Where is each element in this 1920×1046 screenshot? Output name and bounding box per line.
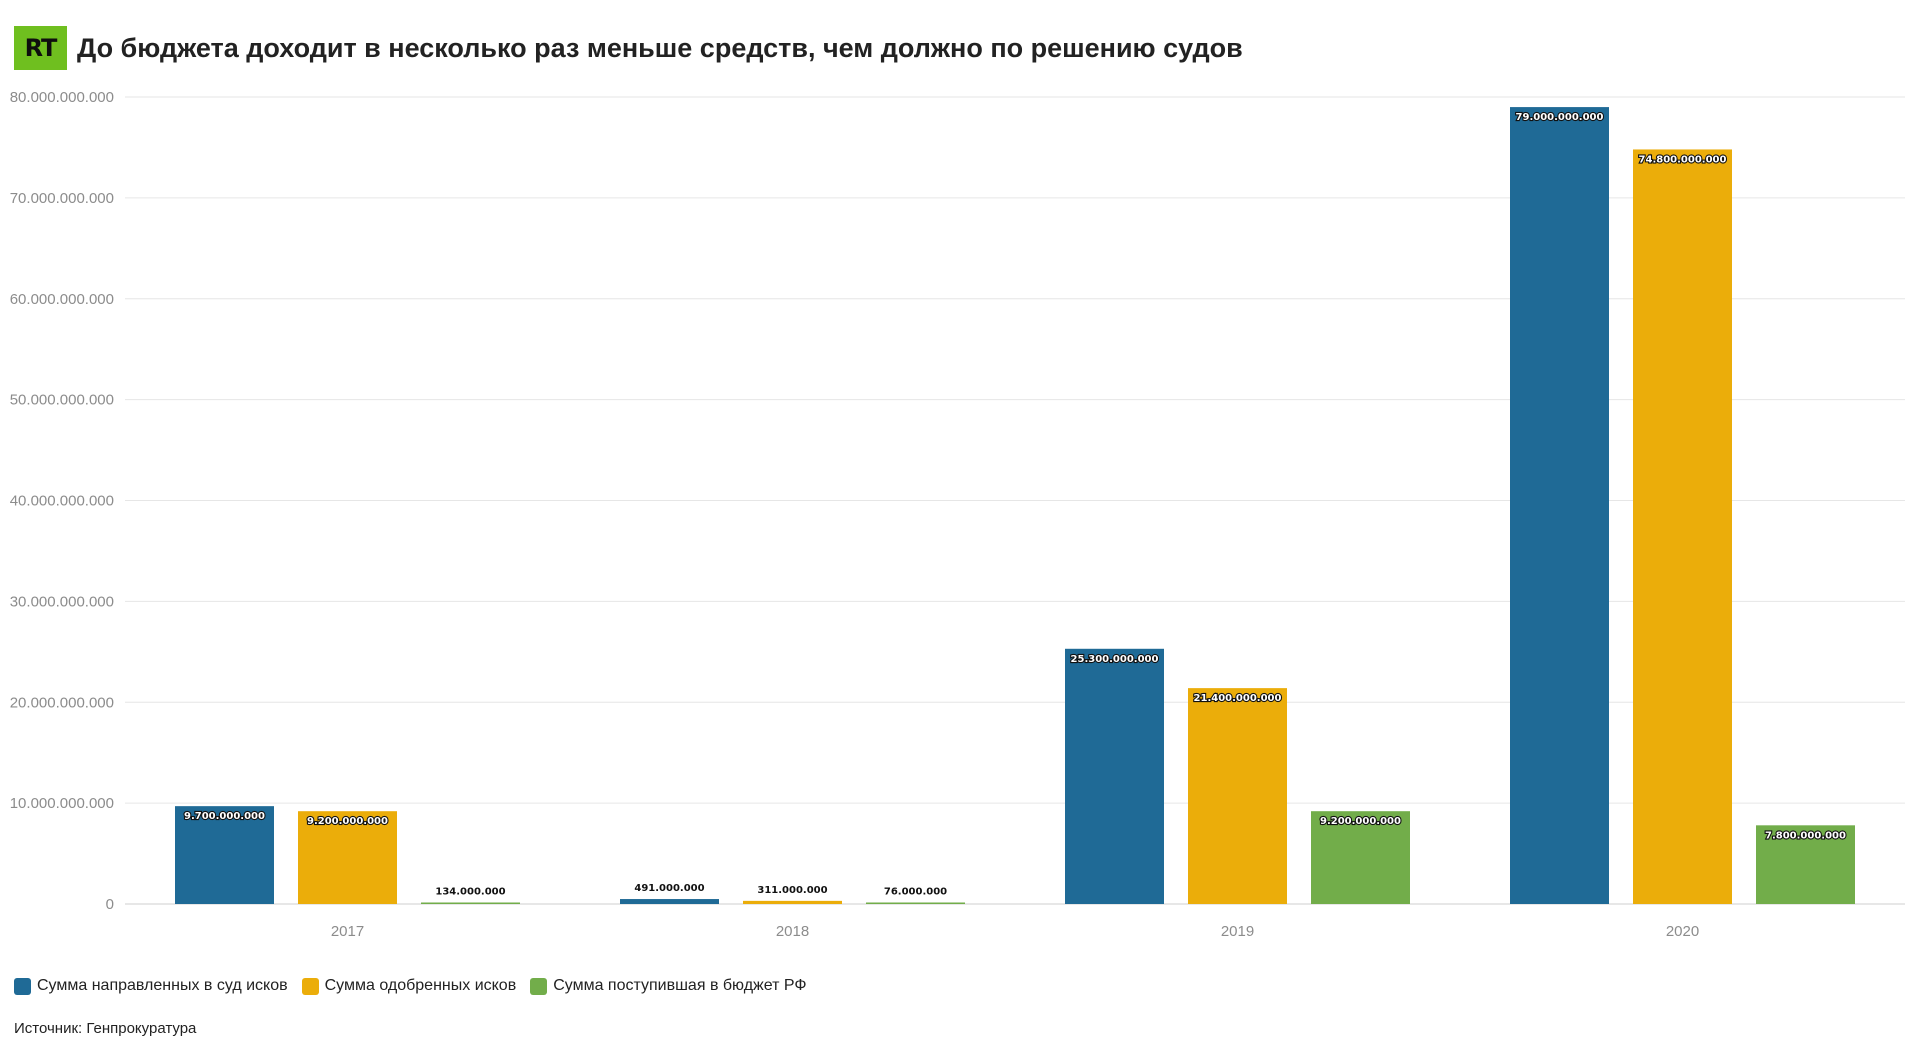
legend-label-claims-approved: Сумма одобренных исков [324, 977, 517, 994]
data-label: 79.000.000.000 [1516, 112, 1604, 123]
legend-item-budget-received[interactable]: Сумма поступившая в бюджет РФ [530, 977, 807, 995]
data-label: 134.000.000 [435, 887, 505, 898]
bar [298, 811, 397, 904]
bar [175, 806, 274, 904]
data-label: 74.800.000.000 [1639, 154, 1727, 165]
legend-label-budget-received: Сумма поступившая в бюджет РФ [553, 977, 807, 994]
data-label: 491.000.000 [634, 883, 704, 894]
y-tick-label: 30.000.000.000 [10, 593, 114, 610]
chart-title: До бюджета доходит в несколько раз меньш… [77, 32, 1243, 63]
y-tick-label: 0 [106, 896, 114, 913]
source-note: Источник: Генпрокуратура [14, 1020, 197, 1037]
data-label: 76.000.000 [884, 887, 947, 898]
legend-item-claims-filed[interactable]: Сумма направленных в суд исков [14, 977, 288, 995]
bar [1065, 648, 1164, 904]
legend-swatch-budget-received [530, 977, 548, 995]
y-tick-label: 60.000.000.000 [10, 291, 114, 308]
bar [743, 900, 842, 904]
bar [620, 899, 719, 904]
y-tick-label: 70.000.000.000 [10, 190, 114, 207]
bar [1510, 107, 1609, 904]
legend-swatch-claims-approved [301, 977, 319, 995]
y-tick-label: 10.000.000.000 [10, 795, 114, 812]
bar [421, 902, 520, 904]
y-tick-label: 40.000.000.000 [10, 493, 114, 510]
bar [1311, 811, 1410, 904]
legend-swatch-claims-filed [14, 977, 31, 995]
data-label: 9.200.000.000 [1320, 816, 1401, 827]
chart-header: RT До бюджета доходит в несколько раз ме… [14, 26, 1243, 70]
data-label: 9.700.000.000 [184, 811, 265, 822]
legend-item-claims-approved[interactable]: Сумма одобренных исков [301, 977, 517, 995]
x-tick-label: 2020 [1666, 923, 1699, 940]
data-label: 311.000.000 [757, 885, 827, 896]
bar-chart: 0 10.000.000.000 20.000.000.000 30.000.000.… [10, 89, 1905, 940]
data-label: 7.800.000.000 [1765, 830, 1846, 841]
y-tick-label: 20.000.000.000 [10, 694, 114, 711]
data-label: 9.200.000.000 [307, 816, 388, 827]
data-label: 25.300.000.000 [1071, 654, 1159, 665]
x-tick-label: 2018 [776, 923, 809, 940]
y-tick-label: 50.000.000.000 [10, 392, 114, 409]
bar [866, 902, 965, 904]
rt-logo: RT [14, 26, 67, 70]
legend-label-claims-filed: Сумма направленных в суд исков [37, 977, 288, 994]
data-label: 21.400.000.000 [1194, 693, 1282, 704]
bar [1756, 825, 1855, 904]
y-tick-label: 80.000.000.000 [10, 89, 114, 106]
x-tick-label: 2019 [1221, 923, 1254, 940]
bar [1633, 149, 1732, 904]
x-tick-label: 2017 [331, 923, 364, 940]
bar [1188, 688, 1287, 904]
chart-legend: Сумма направленных в суд исков Сумма одо… [14, 977, 821, 995]
